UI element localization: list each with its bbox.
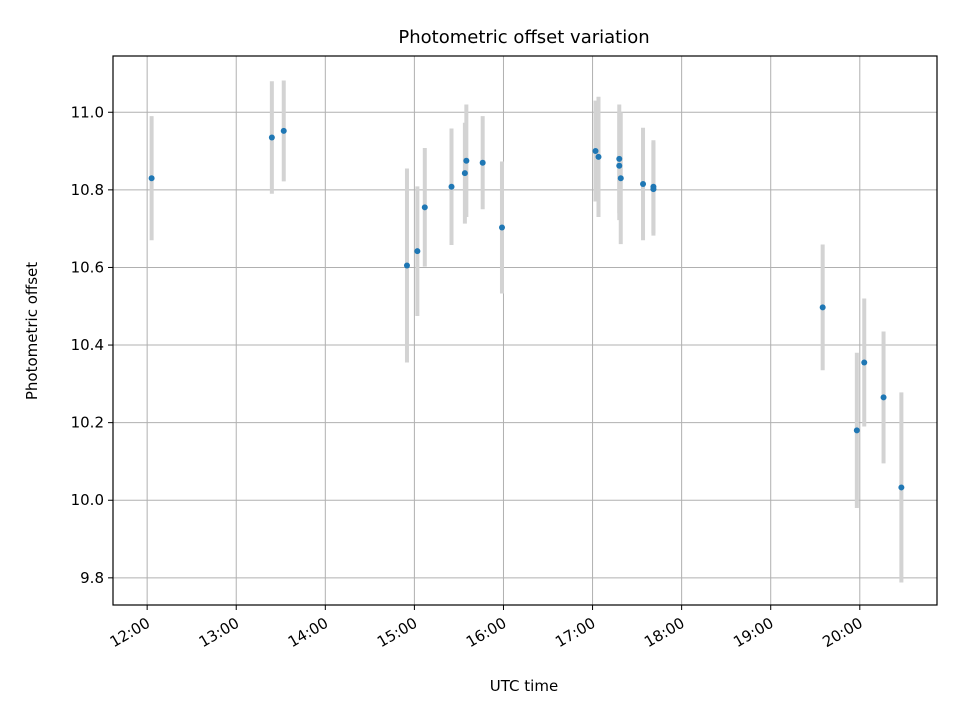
data-point	[421, 204, 428, 211]
data-point	[498, 224, 505, 231]
data-point	[148, 175, 155, 182]
y-tick-label: 11.0	[71, 103, 104, 121]
data-point	[616, 155, 623, 162]
chart-title: Photometric offset variation	[398, 27, 649, 48]
y-tick-label: 9.8	[80, 569, 104, 587]
data-point	[640, 181, 647, 188]
y-tick-label: 10.2	[71, 414, 104, 432]
plot-frame	[112, 55, 938, 606]
data-point	[650, 186, 657, 193]
grid	[113, 56, 937, 605]
data-point	[461, 170, 468, 177]
data-point	[592, 148, 599, 155]
data-point	[268, 134, 275, 141]
data-point	[617, 175, 624, 182]
y-tick-label: 10.8	[71, 181, 104, 199]
y-axis-ticks: 9.8 10.0 10.2 10.4 10.6 10.8 11.0	[71, 103, 113, 587]
data-point	[853, 427, 860, 434]
data-point	[819, 304, 826, 311]
data-point	[280, 127, 287, 134]
data-point	[463, 157, 470, 164]
y-tick-label: 10.6	[71, 258, 104, 276]
data-point	[448, 183, 455, 190]
x-axis-label: UTC time	[490, 677, 558, 695]
y-tick-label: 10.4	[71, 336, 104, 354]
data-point	[403, 262, 410, 269]
data-point	[595, 153, 602, 160]
data-point	[880, 394, 887, 401]
data-point	[479, 159, 486, 166]
data-point	[861, 359, 868, 366]
y-tick-label: 10.0	[71, 491, 104, 509]
data-point	[414, 248, 421, 255]
data-points	[148, 127, 905, 491]
data-point	[898, 484, 905, 491]
y-axis-label: Photometric offset	[23, 262, 41, 400]
data-point	[616, 162, 623, 169]
